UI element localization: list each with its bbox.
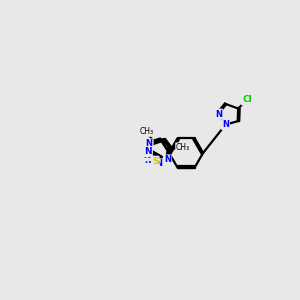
Text: N: N: [144, 156, 151, 165]
Text: Cl: Cl: [242, 95, 252, 104]
Text: S: S: [152, 157, 158, 166]
Text: N: N: [164, 155, 171, 164]
Text: N: N: [156, 159, 163, 168]
Text: N: N: [143, 151, 150, 160]
Text: N: N: [144, 147, 152, 156]
Text: N: N: [215, 110, 222, 119]
Text: N: N: [222, 120, 229, 129]
Text: CH₃: CH₃: [176, 143, 190, 152]
Text: N: N: [146, 139, 153, 148]
Text: CH₃: CH₃: [140, 127, 154, 136]
